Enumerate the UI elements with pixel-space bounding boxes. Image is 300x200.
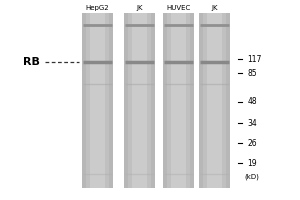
Bar xyxy=(226,13,230,188)
Bar xyxy=(110,13,113,188)
Bar xyxy=(171,13,186,188)
Text: JK: JK xyxy=(211,5,218,11)
Text: 117: 117 xyxy=(248,54,262,64)
Bar xyxy=(163,13,167,188)
Text: JK: JK xyxy=(136,5,143,11)
Bar xyxy=(199,13,230,188)
Text: 48: 48 xyxy=(248,98,257,106)
Text: 26: 26 xyxy=(248,138,257,148)
Text: RB: RB xyxy=(23,57,40,67)
Bar xyxy=(152,13,155,188)
Text: (kD): (kD) xyxy=(244,174,260,180)
Bar xyxy=(190,13,194,188)
Bar xyxy=(82,13,86,188)
Bar xyxy=(207,13,222,188)
Text: 34: 34 xyxy=(248,118,257,128)
Bar xyxy=(124,13,128,188)
Text: 19: 19 xyxy=(248,158,257,168)
Bar xyxy=(124,13,155,188)
Bar xyxy=(199,13,202,188)
Bar xyxy=(82,13,113,188)
Bar xyxy=(163,13,194,188)
Text: HUVEC: HUVEC xyxy=(167,5,191,11)
Text: 85: 85 xyxy=(248,68,257,77)
Bar xyxy=(132,13,147,188)
Text: HepG2: HepG2 xyxy=(86,5,109,11)
Bar xyxy=(90,13,105,188)
